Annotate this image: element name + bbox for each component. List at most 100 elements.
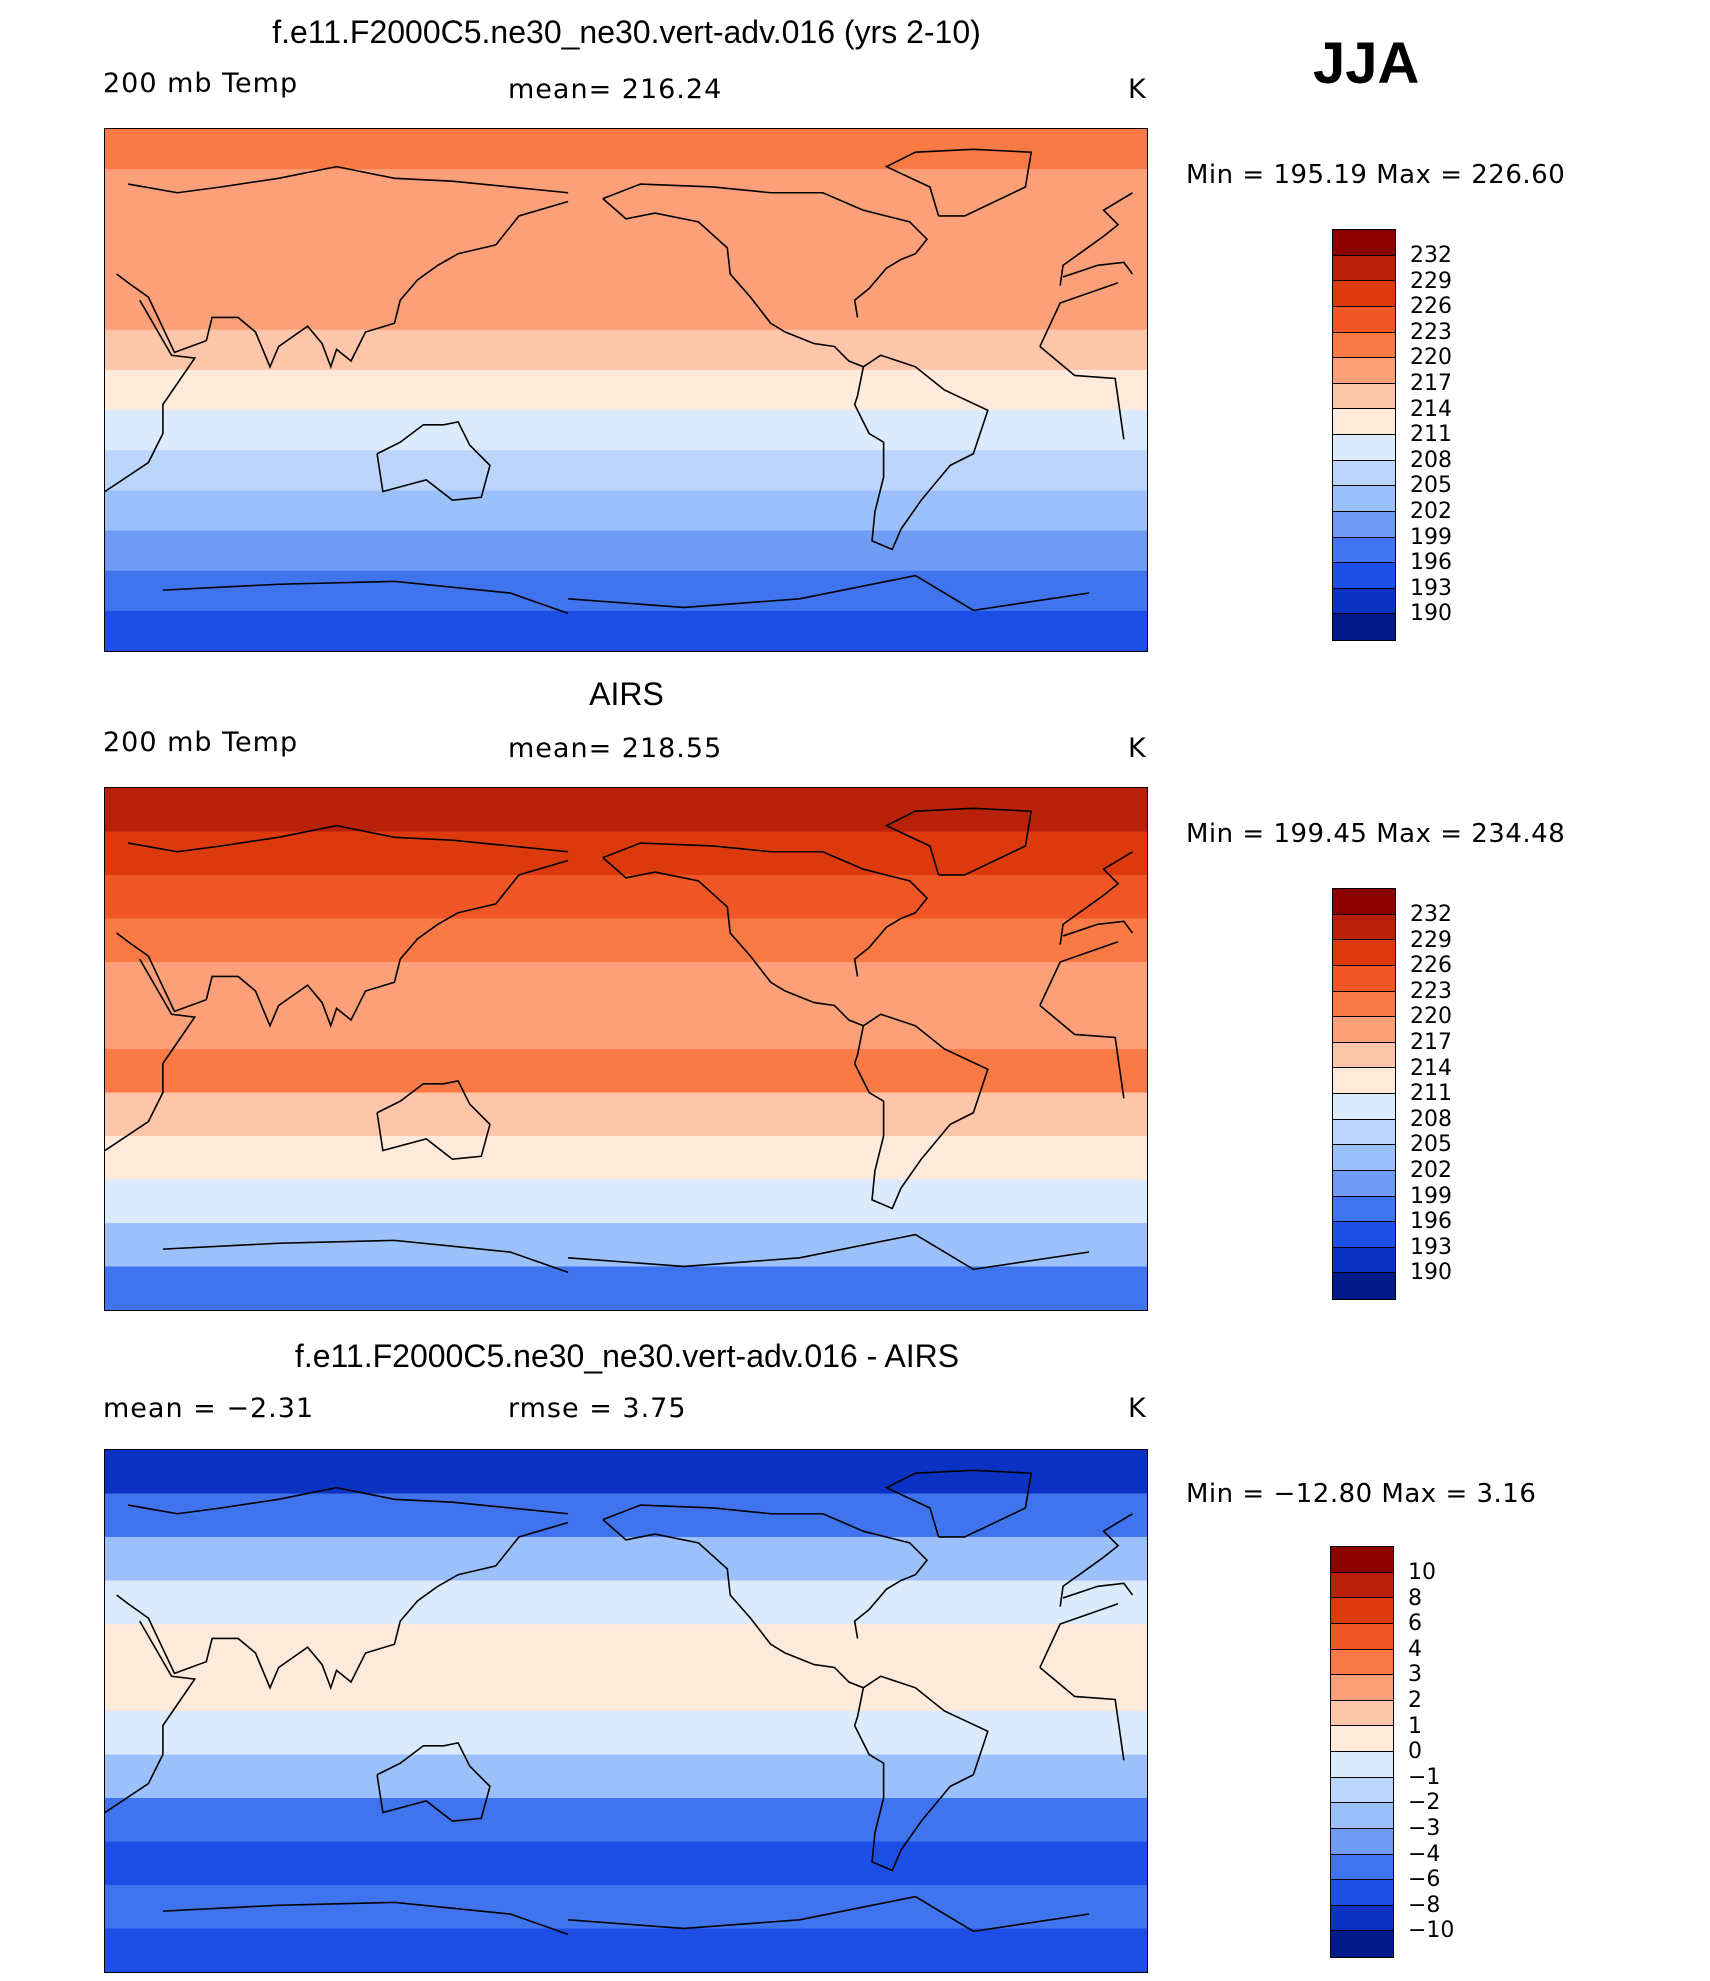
colorbar-swatch — [1333, 588, 1395, 615]
panel-1-field — [105, 129, 1147, 651]
colorbar-level-label: 211 — [1410, 1081, 1452, 1107]
colorbar-level-label: 226 — [1410, 953, 1452, 979]
field-band — [105, 1536, 1147, 1582]
colorbar-level-label: 1 — [1408, 1713, 1422, 1739]
panel-3-units: K — [1128, 1393, 1147, 1424]
colorbar-swatch — [1333, 537, 1395, 564]
colorbar-level-label: 223 — [1410, 319, 1452, 345]
field-band — [105, 874, 1147, 920]
panel-1-left-label: 200 mb Temp — [103, 68, 299, 99]
colorbar-swatch — [1331, 1854, 1393, 1881]
panel-1-minmax: Min = 195.19 Max = 226.60 — [1186, 160, 1566, 190]
colorbar-level-label: 220 — [1410, 1004, 1452, 1030]
colorbar-level-label: 3 — [1408, 1662, 1422, 1688]
colorbar-level-label: 2 — [1408, 1687, 1422, 1713]
colorbar-level-label: 229 — [1410, 927, 1452, 953]
colorbar-level-label: −1 — [1408, 1764, 1441, 1790]
colorbar-level-label: 193 — [1410, 575, 1452, 601]
colorbar-level-label: 8 — [1408, 1585, 1422, 1611]
field-band — [105, 962, 1147, 1007]
colorbar-swatch — [1331, 1623, 1393, 1650]
colorbar-level-label: 217 — [1410, 1029, 1452, 1055]
field-band — [105, 410, 1147, 452]
coastline — [376, 1079, 491, 1161]
colorbar-level-label: 4 — [1408, 1636, 1422, 1662]
coastline — [602, 857, 864, 1027]
panel-1-mean: mean= 216.24 — [508, 74, 723, 105]
colorbar-swatch — [1333, 1170, 1395, 1197]
colorbar-level-label: 10 — [1408, 1560, 1436, 1585]
colorbar-swatch — [1333, 1196, 1395, 1223]
field-band — [105, 249, 1147, 291]
colorbar-level-label: 205 — [1410, 473, 1452, 499]
colorbar-swatch — [1331, 1726, 1393, 1752]
coastline — [162, 574, 1090, 615]
field-band — [105, 329, 1147, 371]
field-band — [105, 610, 1147, 651]
coastline — [853, 354, 989, 551]
colorbar-swatch — [1331, 1880, 1393, 1906]
coastline — [128, 165, 1133, 286]
coastline — [602, 1519, 864, 1689]
field-band — [105, 570, 1147, 612]
panel-1-map — [104, 128, 1148, 652]
colorbar-swatch — [1333, 1247, 1395, 1274]
colorbar-swatch — [1331, 1905, 1393, 1932]
coastline — [602, 183, 929, 318]
field-band — [105, 1841, 1147, 1887]
field-band — [105, 289, 1147, 331]
colorbar-swatch — [1333, 1068, 1395, 1094]
colorbar-swatch — [1333, 358, 1395, 384]
colorbar-swatch — [1331, 1598, 1393, 1624]
panel-3-colorbar-labels: 10 8 6 4 3 2 1 0 −1 −2 −3 −4 −6 −8 −10 — [1408, 1560, 1454, 1944]
colorbar-level-label: 190 — [1410, 1260, 1452, 1286]
field-band — [105, 1928, 1147, 1972]
colorbar-level-label: 202 — [1410, 498, 1452, 524]
colorbar-swatch — [1333, 460, 1395, 487]
coastline — [105, 281, 1125, 493]
field-band — [105, 1885, 1147, 1930]
field-band — [105, 450, 1147, 492]
panel-3-colorbar — [1330, 1546, 1394, 1958]
coastline — [162, 1895, 1090, 1936]
colorbar-swatch — [1333, 1273, 1395, 1299]
colorbar-level-label: 220 — [1410, 345, 1452, 371]
field-band — [105, 1179, 1147, 1225]
colorbar-level-label: 6 — [1408, 1611, 1422, 1637]
field-band — [105, 1797, 1147, 1843]
colorbar-swatch — [1333, 1145, 1395, 1171]
colorbar-level-label: 211 — [1410, 422, 1452, 448]
colorbar-level-label: −3 — [1408, 1815, 1441, 1841]
colorbar-swatch — [1331, 1752, 1393, 1778]
panel-2-minmax: Min = 199.45 Max = 234.48 — [1186, 819, 1566, 849]
field-band — [105, 369, 1147, 412]
colorbar-level-label: 199 — [1410, 524, 1452, 550]
colorbar-swatch — [1333, 511, 1395, 538]
panel-2-field — [105, 788, 1147, 1310]
colorbar-level-label: 208 — [1410, 447, 1452, 473]
colorbar-swatch — [1333, 563, 1395, 589]
colorbar-swatch — [1333, 614, 1395, 640]
panel-2-colorbar-labels: 232 229 226 223 220 217 214 211 208 205 202 199 196 1… — [1410, 902, 1452, 1286]
colorbar-swatch — [1333, 1042, 1395, 1069]
coastline — [128, 824, 1133, 945]
field-band — [105, 831, 1147, 877]
colorbar-swatch — [1333, 991, 1395, 1018]
panel-2-mean: mean= 218.55 — [508, 733, 723, 764]
panel-3-map — [104, 1449, 1148, 1973]
colorbar-swatch — [1333, 940, 1395, 966]
colorbar-level-label: 229 — [1410, 268, 1452, 294]
field-band — [105, 1266, 1147, 1310]
colorbar-level-label: 0 — [1408, 1739, 1422, 1765]
field-band — [105, 1223, 1147, 1268]
coastline — [105, 1602, 1125, 1814]
panel-1-colorbar-labels: 232 229 226 223 220 217 214 211 208 205 202 199 196 1… — [1410, 243, 1452, 627]
coastline — [853, 1013, 989, 1210]
panel-3-field — [105, 1450, 1147, 1972]
colorbar-swatch — [1333, 965, 1395, 992]
colorbar-swatch — [1331, 1828, 1393, 1855]
coastline — [884, 807, 1033, 876]
panel-3-minmax: Min = −12.80 Max = 3.16 — [1186, 1479, 1537, 1509]
panel-1-units: K — [1128, 74, 1147, 105]
coastline — [105, 940, 1125, 1152]
